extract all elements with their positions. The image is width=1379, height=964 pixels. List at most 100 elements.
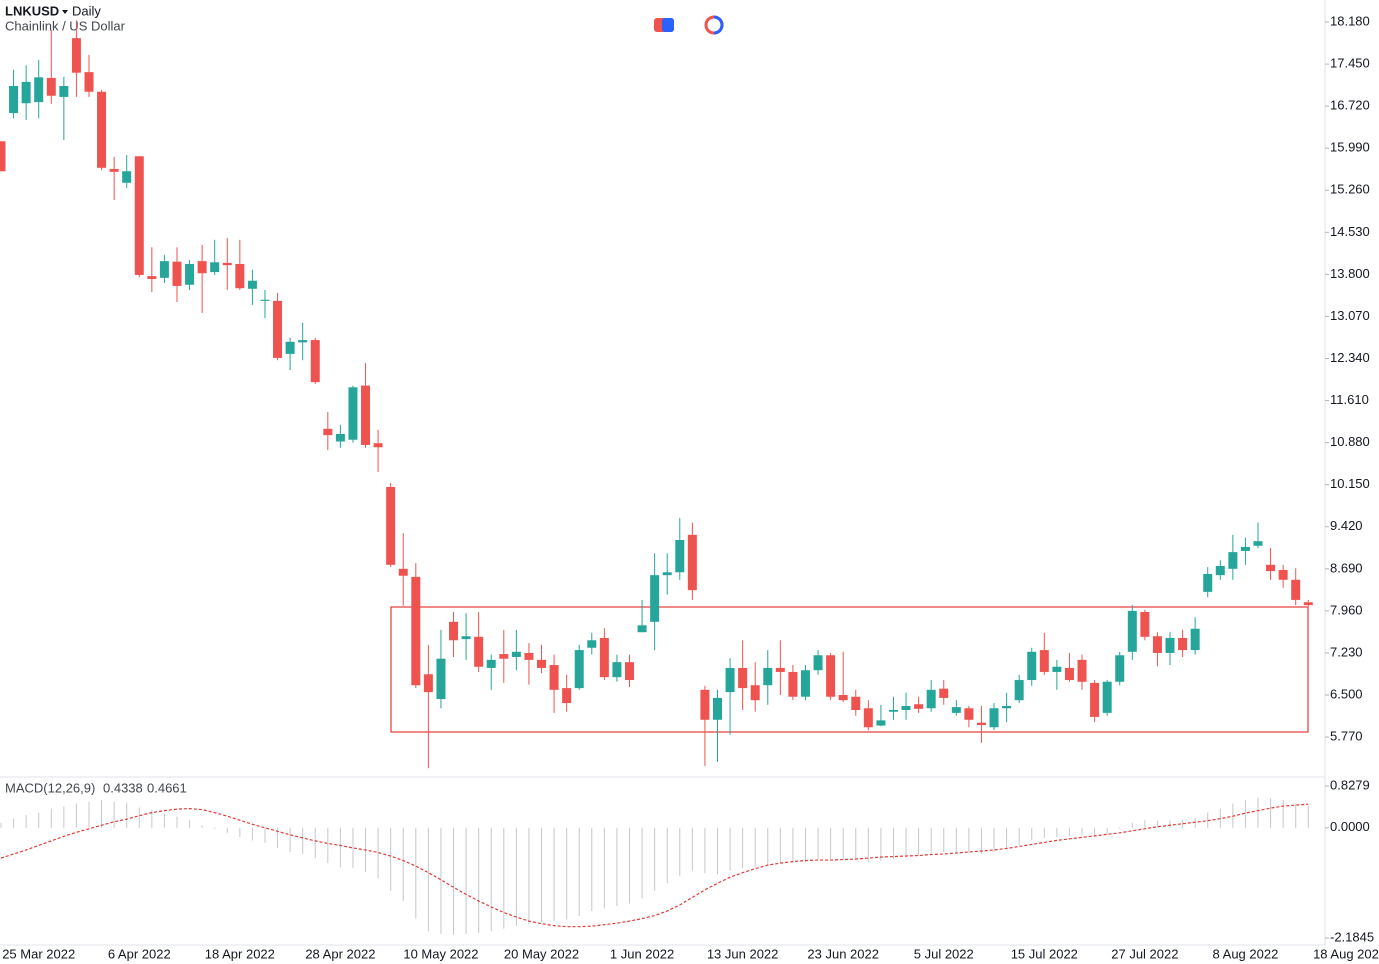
x-tick-label: 20 May 2022 — [504, 946, 579, 961]
y-tick-label: 5.770 — [1330, 729, 1363, 744]
candle-body — [222, 262, 232, 266]
candle-body — [763, 667, 773, 686]
candle-body — [1039, 650, 1049, 672]
description: Chainlink / US Dollar — [5, 18, 126, 33]
symbol-dropdown[interactable] — [62, 10, 68, 14]
candle-body — [159, 261, 169, 278]
candle-body — [738, 667, 748, 689]
candle-body — [34, 77, 44, 103]
candle-body — [411, 576, 421, 686]
y-tick-label: 14.530 — [1330, 224, 1370, 239]
x-tick-label: 6 Apr 2022 — [108, 946, 171, 961]
candle-body — [386, 487, 396, 565]
candle-body — [537, 659, 547, 668]
x-tick-label: 1 Jun 2022 — [610, 946, 674, 961]
x-tick-label: 13 Jun 2022 — [707, 946, 779, 961]
candle-body — [650, 575, 660, 622]
candle-body — [260, 299, 270, 301]
candle-body — [1152, 636, 1162, 653]
candle-body — [310, 340, 320, 383]
icon-part — [713, 15, 724, 35]
candle-body — [147, 276, 157, 279]
candle-body — [0, 141, 6, 172]
candle-body — [1090, 682, 1100, 717]
y-tick-label: 17.450 — [1330, 56, 1370, 71]
candle-body — [637, 625, 647, 633]
candle-body — [109, 168, 119, 172]
interval[interactable]: Daily — [72, 3, 101, 18]
candle-body — [712, 697, 722, 720]
candle-body — [599, 637, 609, 678]
candle-body — [964, 708, 974, 720]
x-tick-label: 5 Jul 2022 — [914, 946, 974, 961]
y-tick-label: 16.720 — [1330, 98, 1370, 113]
candle-body — [486, 659, 496, 668]
candle-body — [1266, 564, 1276, 572]
candle-body — [574, 650, 584, 689]
toolbar-icons — [654, 15, 724, 35]
candle-body — [1203, 574, 1213, 592]
candle-body — [939, 688, 949, 698]
candle-body — [876, 720, 886, 726]
x-tick-label: 10 May 2022 — [403, 946, 478, 961]
candle-body — [662, 572, 672, 576]
y-tick-label: 10.150 — [1330, 476, 1370, 491]
x-tick-label: 28 Apr 2022 — [305, 946, 375, 961]
macd-signal-line — [0, 803, 1309, 928]
candle-body — [562, 688, 572, 704]
candle-body — [851, 696, 861, 710]
candle-body — [1215, 565, 1225, 576]
candle-body — [449, 621, 459, 641]
candle-body — [687, 534, 697, 591]
candle-body — [1002, 705, 1012, 709]
candle-body — [59, 85, 69, 97]
y-tick-label: 15.260 — [1330, 182, 1370, 197]
candle-body — [9, 85, 19, 114]
candle-body — [788, 671, 798, 697]
candle-body — [750, 685, 760, 701]
x-tick-label: 25 Mar 2022 — [2, 946, 75, 961]
y-tick-label: 0.0000 — [1330, 819, 1370, 834]
x-tick-label: 18 Aug 202 — [1313, 946, 1379, 961]
candle-body — [436, 658, 446, 700]
candle-body — [71, 38, 81, 73]
candle-body — [1228, 552, 1238, 569]
y-tick-label: 10.880 — [1330, 434, 1370, 449]
y-tick-label: 7.960 — [1330, 602, 1363, 617]
candle-body — [1052, 666, 1062, 672]
y-tick-label: 0.8279 — [1330, 777, 1370, 792]
candle-body — [951, 707, 961, 713]
candle-body — [1064, 667, 1074, 681]
candle-body — [361, 385, 371, 445]
candle-body — [474, 636, 484, 667]
candle-body — [210, 262, 220, 273]
y-tick-label: 11.610 — [1330, 392, 1369, 407]
y-tick-label: -2.1845 — [1330, 929, 1374, 944]
candle-body — [976, 722, 986, 725]
y-tick-label: 6.500 — [1330, 686, 1363, 701]
candle-body — [84, 72, 94, 92]
candle-body — [901, 705, 911, 710]
symbol[interactable]: LNKUSD — [5, 3, 59, 18]
candle-body — [398, 568, 408, 576]
x-tick-label: 23 Jun 2022 — [807, 946, 879, 961]
candle-body — [524, 652, 534, 660]
candle-body — [235, 264, 245, 289]
x-tick-label: 15 Jul 2022 — [1011, 946, 1078, 961]
candle-body — [373, 443, 383, 448]
candle-body — [1102, 681, 1112, 713]
candle-body — [863, 708, 873, 728]
candle-body — [335, 433, 345, 442]
candle-body — [1140, 612, 1150, 637]
y-tick-label: 12.340 — [1330, 350, 1370, 365]
macd-title: MACD(12,26,9) — [5, 780, 95, 795]
candle-body — [323, 428, 333, 436]
candle-body — [1014, 680, 1024, 701]
macd-legend-value: 0.4661 — [147, 780, 187, 795]
candle-body — [134, 156, 144, 275]
candle-body — [348, 387, 358, 440]
y-tick-label: 18.180 — [1330, 13, 1370, 28]
candle-body — [1027, 651, 1037, 681]
